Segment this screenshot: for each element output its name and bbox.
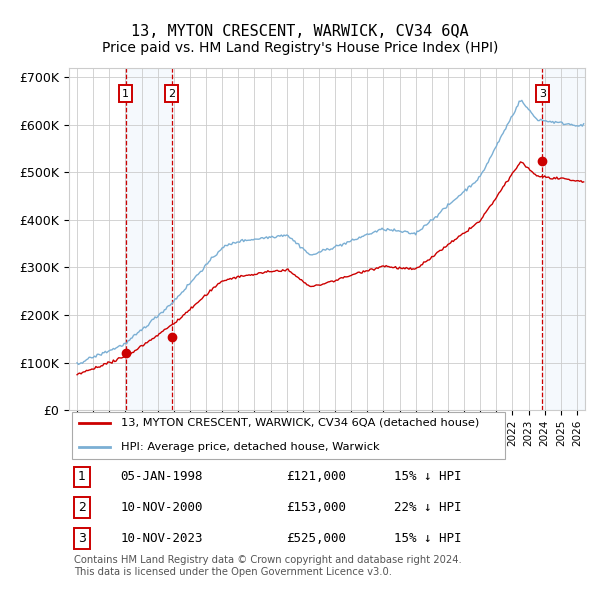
Text: 1: 1 xyxy=(78,470,86,483)
Text: 2: 2 xyxy=(168,88,175,99)
Text: 10-NOV-2023: 10-NOV-2023 xyxy=(121,532,203,545)
Text: 3: 3 xyxy=(78,532,86,545)
Text: 15% ↓ HPI: 15% ↓ HPI xyxy=(394,470,461,483)
Bar xyxy=(125,68,172,410)
Text: 3: 3 xyxy=(539,88,546,99)
Text: Contains HM Land Registry data © Crown copyright and database right 2024.
This d: Contains HM Land Registry data © Crown c… xyxy=(74,555,462,577)
Text: 05-JAN-1998: 05-JAN-1998 xyxy=(121,470,203,483)
Text: Price paid vs. HM Land Registry's House Price Index (HPI): Price paid vs. HM Land Registry's House … xyxy=(102,41,498,55)
Text: £121,000: £121,000 xyxy=(286,470,346,483)
Text: 15% ↓ HPI: 15% ↓ HPI xyxy=(394,532,461,545)
Text: 2: 2 xyxy=(78,501,86,514)
Text: 13, MYTON CRESCENT, WARWICK, CV34 6QA (detached house): 13, MYTON CRESCENT, WARWICK, CV34 6QA (d… xyxy=(121,418,479,428)
Text: HPI: Average price, detached house, Warwick: HPI: Average price, detached house, Warw… xyxy=(121,442,379,452)
Text: £153,000: £153,000 xyxy=(286,501,346,514)
Text: £525,000: £525,000 xyxy=(286,532,346,545)
Bar xyxy=(542,68,585,410)
Text: 22% ↓ HPI: 22% ↓ HPI xyxy=(394,501,461,514)
FancyBboxPatch shape xyxy=(71,412,505,460)
Text: 1: 1 xyxy=(122,88,129,99)
Text: 13, MYTON CRESCENT, WARWICK, CV34 6QA: 13, MYTON CRESCENT, WARWICK, CV34 6QA xyxy=(131,24,469,38)
Text: 10-NOV-2000: 10-NOV-2000 xyxy=(121,501,203,514)
